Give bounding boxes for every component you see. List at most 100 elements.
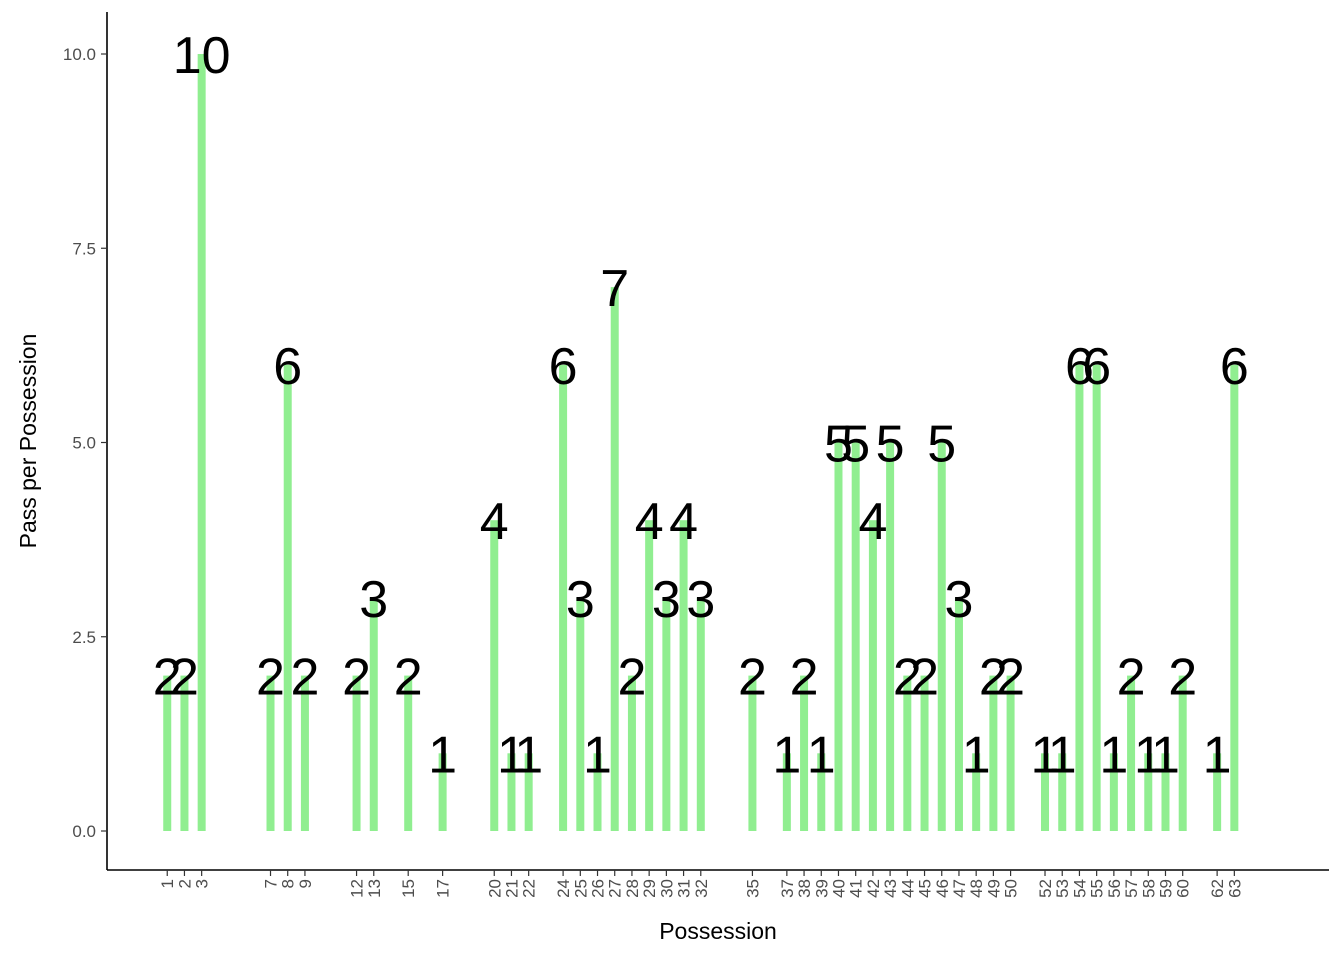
data-label-2: 2 — [170, 649, 199, 707]
bar-59 — [1161, 753, 1170, 831]
data-label-7: 2 — [256, 649, 285, 707]
data-label-20: 4 — [480, 493, 509, 551]
bar-27 — [610, 287, 619, 832]
bar-57 — [1127, 675, 1136, 831]
x-tick-label-56: 56 — [1105, 879, 1124, 898]
data-label-49: 2 — [979, 649, 1008, 707]
data-label-39: 1 — [807, 726, 836, 784]
bar-50 — [1006, 675, 1015, 831]
data-label-30: 3 — [652, 571, 681, 629]
data-label-17: 1 — [428, 726, 457, 784]
bar-49 — [989, 675, 998, 831]
x-tick-label-35: 35 — [743, 879, 762, 898]
data-label-37: 1 — [772, 726, 801, 784]
x-tick-label-55: 55 — [1088, 879, 1107, 898]
data-label-29: 4 — [635, 493, 664, 551]
data-label-47: 3 — [944, 571, 973, 629]
x-tick-label-45: 45 — [916, 879, 935, 898]
x-tick-label-30: 30 — [657, 879, 676, 898]
bar-54 — [1075, 364, 1084, 831]
data-label-58: 1 — [1134, 726, 1163, 784]
data-label-1: 2 — [153, 649, 182, 707]
data-label-55: 6 — [1082, 338, 1111, 396]
bar-41 — [851, 442, 860, 831]
bar-25 — [576, 597, 585, 831]
x-tick-label-22: 22 — [520, 879, 539, 898]
bar-43 — [886, 442, 895, 831]
x-tick-label-42: 42 — [864, 879, 883, 898]
x-tick-label-60: 60 — [1174, 879, 1193, 898]
x-tick-label-44: 44 — [898, 879, 917, 898]
bar-44 — [903, 675, 912, 831]
x-tick-label-52: 52 — [1036, 879, 1055, 898]
bar-21 — [507, 753, 516, 831]
x-tick-label-12: 12 — [348, 879, 367, 898]
x-tick-label-41: 41 — [847, 879, 866, 898]
data-label-21: 1 — [497, 726, 526, 784]
x-tick-label-46: 46 — [933, 879, 952, 898]
data-label-28: 2 — [617, 649, 646, 707]
data-label-57: 2 — [1117, 649, 1146, 707]
bar-55 — [1092, 364, 1101, 831]
data-label-13: 3 — [359, 571, 388, 629]
x-tick-label-17: 17 — [434, 879, 453, 898]
bars-group — [163, 54, 1239, 832]
x-tick-label-2: 2 — [175, 879, 194, 888]
x-tick-label-43: 43 — [881, 879, 900, 898]
data-label-43: 5 — [876, 416, 905, 474]
data-label-3: 10 — [173, 27, 231, 85]
data-label-44: 2 — [893, 649, 922, 707]
bar-42 — [868, 520, 877, 831]
bar-17 — [438, 753, 447, 831]
data-label-26: 1 — [583, 726, 612, 784]
data-label-52: 1 — [1031, 726, 1060, 784]
x-axis-title: Possession — [659, 918, 777, 944]
x-tick-label-26: 26 — [589, 879, 608, 898]
data-label-53: 1 — [1048, 726, 1077, 784]
bar-29 — [645, 520, 654, 831]
bar-26 — [593, 753, 602, 831]
data-label-32: 3 — [686, 571, 715, 629]
bar-56 — [1109, 753, 1118, 831]
data-label-27: 7 — [600, 260, 629, 318]
bar-30 — [662, 597, 671, 831]
bar-52 — [1041, 753, 1050, 831]
x-tick-label-7: 7 — [262, 879, 281, 888]
data-label-25: 3 — [566, 571, 595, 629]
x-tick-label-48: 48 — [967, 879, 986, 898]
data-label-46: 5 — [927, 416, 956, 474]
bar-46 — [937, 442, 946, 831]
x-tick-label-54: 54 — [1070, 879, 1089, 898]
x-tick-label-25: 25 — [571, 879, 590, 898]
bar-3 — [197, 54, 206, 831]
x-tick-label-39: 39 — [812, 879, 831, 898]
y-tick-label-2: 5.0 — [72, 434, 96, 453]
bar-31 — [679, 520, 688, 831]
x-tick-label-15: 15 — [399, 879, 418, 898]
x-tick-label-31: 31 — [675, 879, 694, 898]
x-tick-label-21: 21 — [502, 879, 521, 898]
data-label-54: 6 — [1065, 338, 1094, 396]
x-tick-label-38: 38 — [795, 879, 814, 898]
x-tick-label-20: 20 — [485, 879, 504, 898]
y-tick-label-4: 10.0 — [63, 45, 96, 64]
bar-13 — [369, 597, 378, 831]
x-tick-label-8: 8 — [279, 879, 298, 888]
data-label-62: 1 — [1203, 726, 1232, 784]
bar-48 — [972, 753, 981, 831]
bar-40 — [834, 442, 843, 831]
bar-1 — [163, 675, 172, 831]
x-tick-label-3: 3 — [193, 879, 212, 888]
data-label-15: 2 — [394, 649, 423, 707]
x-tick-label-32: 32 — [692, 879, 711, 898]
bar-47 — [954, 597, 963, 831]
bar-24 — [559, 364, 568, 831]
data-label-40: 5 — [824, 416, 853, 474]
data-label-41: 5 — [841, 416, 870, 474]
x-tick-label-27: 27 — [606, 879, 625, 898]
y-tick-label-3: 7.5 — [72, 239, 96, 258]
bar-12 — [352, 675, 361, 831]
bar-58 — [1144, 753, 1153, 831]
